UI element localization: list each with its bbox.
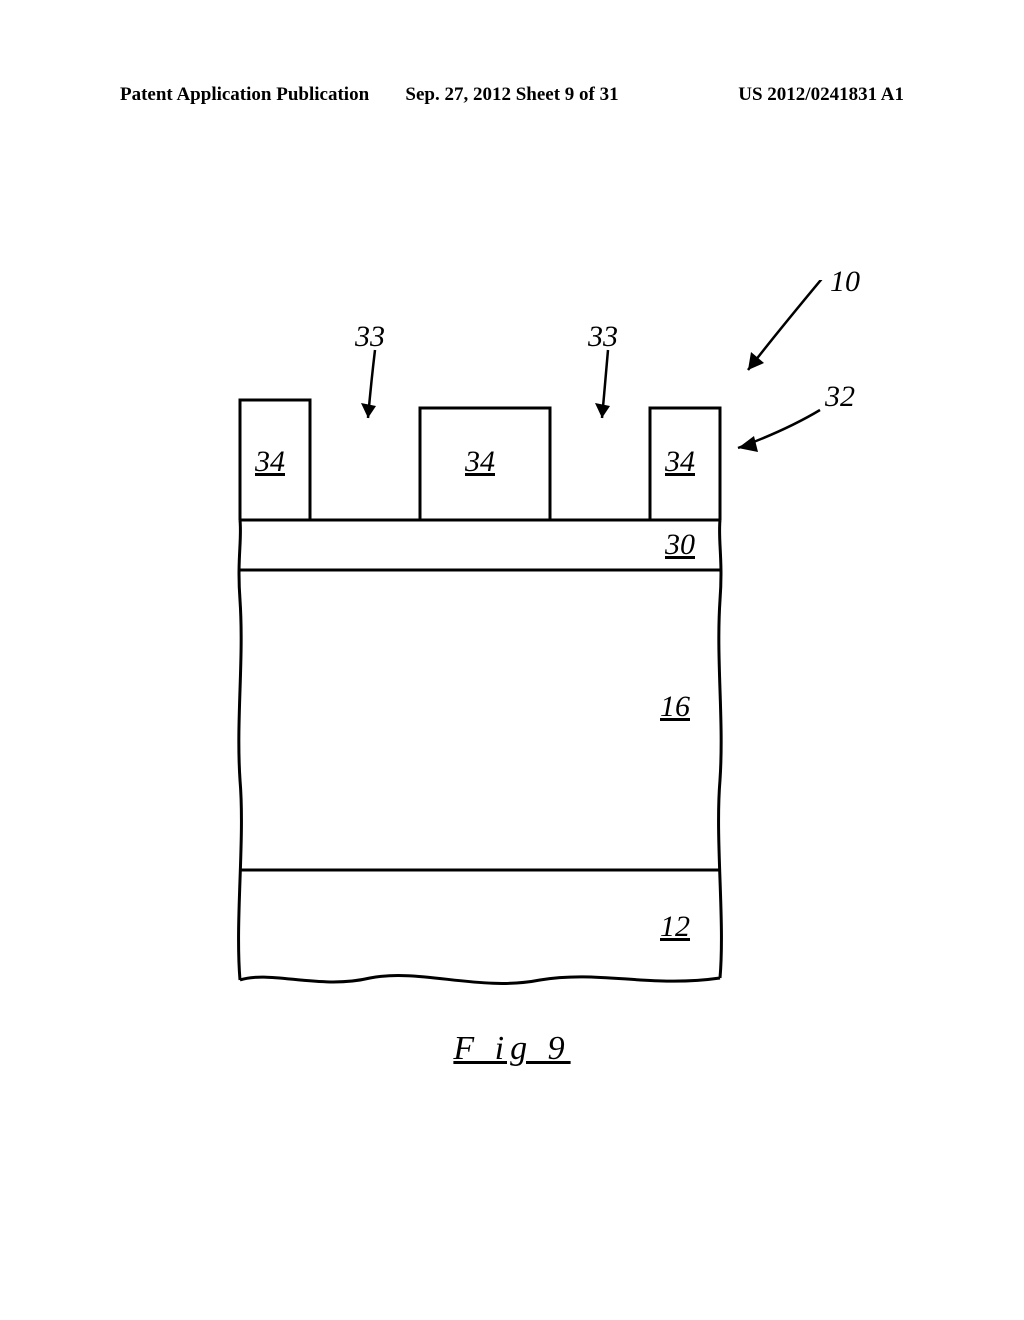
ref-30: 30 [665,528,695,562]
header-date-sheet: Sep. 27, 2012 Sheet 9 of 31 [405,84,618,106]
ref-10: 10 [830,265,860,299]
ref-33-left: 33 [355,320,385,354]
header-publication: Patent Application Publication [120,84,369,106]
ref-12: 12 [660,910,690,944]
ref-34-c: 34 [665,445,695,479]
cross-section-svg [200,280,900,1040]
figure-9: 10 32 33 33 34 34 34 30 16 12 [200,280,840,1000]
ref-16: 16 [660,690,690,724]
ref-33-right: 33 [588,320,618,354]
ref-34-b: 34 [465,445,495,479]
ref-32: 32 [825,380,855,414]
header-docnum: US 2012/0241831 A1 [738,84,904,106]
figure-caption: F ig 9 [0,1030,1024,1068]
ref-34-a: 34 [255,445,285,479]
